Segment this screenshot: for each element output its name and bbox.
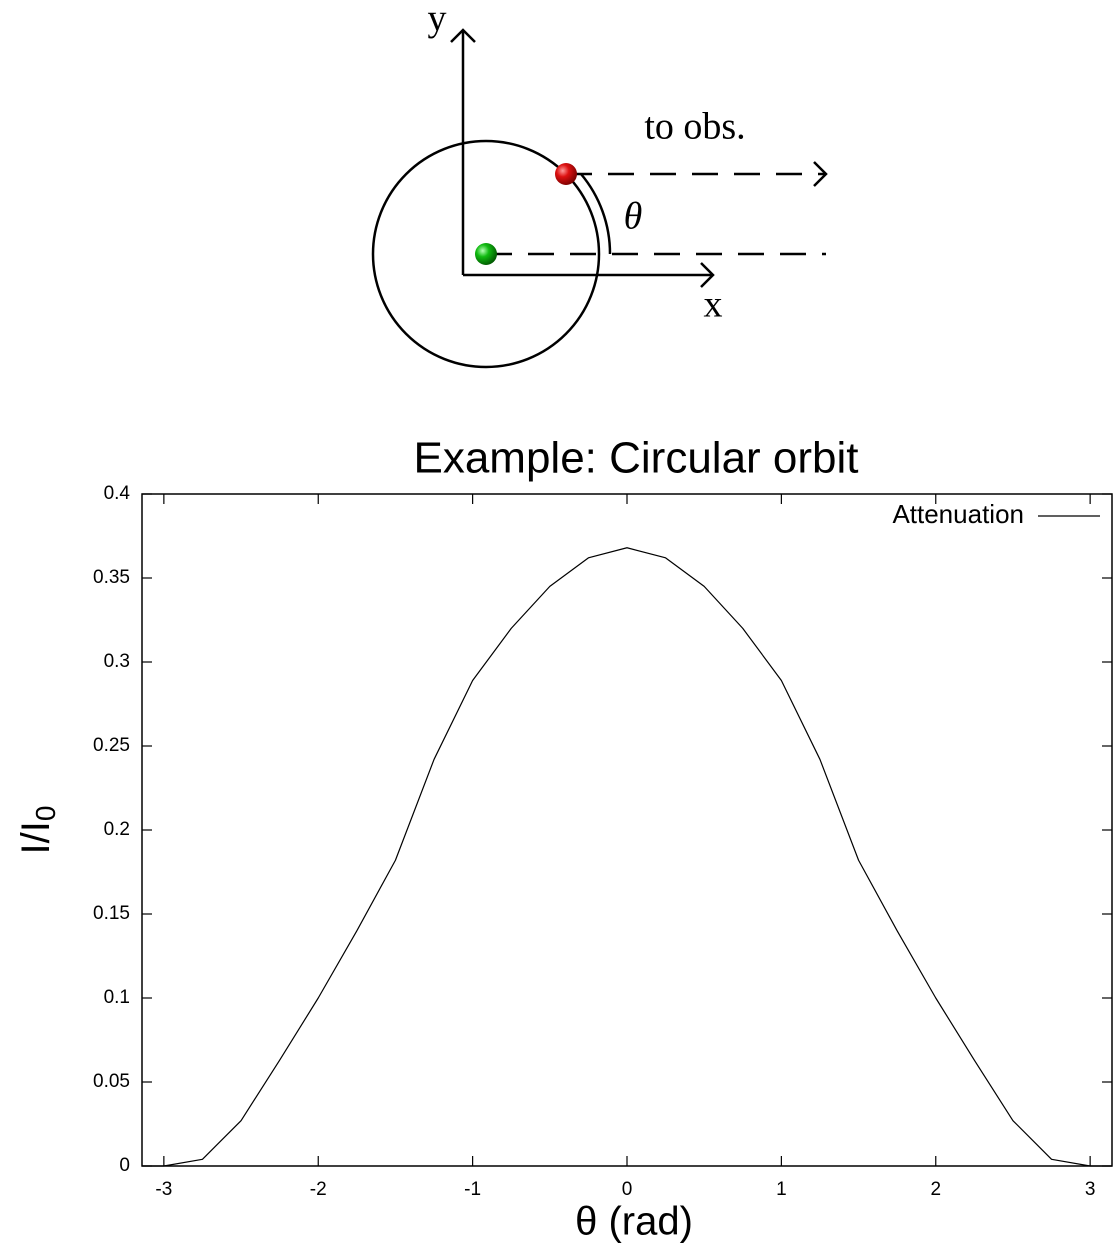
x-axis-label: x: [704, 284, 723, 326]
x-tick-label: 0: [622, 1179, 633, 1200]
angle-arc: [580, 173, 612, 255]
arrow-head: [813, 161, 828, 187]
x-axis-title: θ (rad): [575, 1200, 693, 1244]
data-line: [142, 547, 1112, 1167]
y-tick-label: 0: [119, 1155, 130, 1176]
y-tick-label: 0.35: [93, 567, 130, 588]
x-tick-label: -3: [155, 1179, 172, 1200]
arrow-head: [700, 262, 715, 288]
y-axis-label: y: [428, 0, 447, 40]
y-tick-label: 0.2: [104, 819, 130, 840]
arrow-head: [450, 28, 476, 43]
orbit-diagram: [371, 28, 828, 369]
legend-label: Attenuation: [892, 499, 1024, 529]
y-tick-label: 0.4: [104, 483, 131, 504]
chart-title: Example: Circular orbit: [413, 434, 858, 483]
y-tick-label: 0.3: [104, 651, 130, 672]
observer-label: to obs.: [644, 106, 745, 148]
angle-label: θ: [624, 196, 643, 238]
x-tick-label: 1: [776, 1179, 787, 1200]
companion: [555, 163, 577, 185]
x-tick-label: -1: [464, 1179, 481, 1200]
star: [475, 243, 497, 265]
y-tick-label: 0.1: [104, 987, 130, 1008]
y-tick-label: 0.25: [93, 735, 130, 756]
x-tick-label: 2: [930, 1179, 941, 1200]
orbit: [371, 139, 601, 369]
x-tick-label: -2: [310, 1179, 327, 1200]
plot-frame: [141, 493, 1113, 1167]
y-tick-label: 0.05: [93, 1071, 130, 1092]
y-axis-title-text: I/I: [14, 821, 58, 854]
y-tick-label: 0.15: [93, 903, 130, 924]
x-tick-label: 3: [1085, 1179, 1096, 1200]
y-axis-title-subscript: 0: [30, 806, 61, 822]
y-axis-title: I/I0: [14, 806, 62, 855]
